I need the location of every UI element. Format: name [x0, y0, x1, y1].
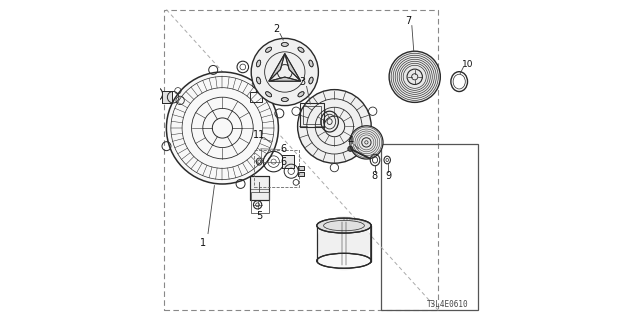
Bar: [282, 155, 294, 168]
Text: 10: 10: [462, 60, 474, 68]
Text: T3L4E0610: T3L4E0610: [427, 300, 468, 309]
Ellipse shape: [266, 92, 271, 97]
Circle shape: [389, 51, 440, 102]
Ellipse shape: [266, 47, 271, 52]
Text: 8: 8: [371, 171, 378, 181]
Bar: [300, 103, 324, 127]
Bar: [254, 150, 300, 187]
Bar: [250, 92, 262, 102]
Text: 5: 5: [256, 211, 262, 221]
Bar: [298, 166, 304, 170]
Text: 2: 2: [274, 24, 280, 34]
Bar: [251, 192, 269, 213]
Bar: [298, 166, 304, 170]
Circle shape: [166, 72, 278, 184]
Bar: [250, 176, 269, 200]
Bar: [282, 155, 294, 168]
Ellipse shape: [257, 77, 260, 84]
Circle shape: [349, 126, 383, 159]
Text: 1: 1: [200, 238, 206, 248]
Ellipse shape: [317, 253, 371, 268]
Ellipse shape: [309, 77, 313, 84]
Ellipse shape: [282, 98, 288, 101]
Text: 6: 6: [280, 156, 286, 167]
Text: 3: 3: [300, 76, 305, 87]
Polygon shape: [269, 77, 301, 81]
Text: 6: 6: [280, 144, 286, 155]
Bar: [162, 92, 172, 103]
Polygon shape: [285, 53, 301, 81]
Bar: [298, 172, 304, 176]
Ellipse shape: [298, 47, 304, 52]
Bar: [298, 172, 304, 176]
Circle shape: [317, 216, 371, 270]
Ellipse shape: [298, 92, 304, 97]
Bar: [303, 106, 321, 124]
Circle shape: [298, 90, 371, 163]
Text: 4: 4: [348, 136, 353, 146]
Ellipse shape: [317, 218, 371, 233]
Polygon shape: [269, 53, 285, 81]
Circle shape: [348, 146, 353, 151]
Text: 9: 9: [386, 171, 392, 181]
Text: 7: 7: [405, 16, 411, 26]
Ellipse shape: [309, 60, 313, 67]
Text: 11: 11: [253, 130, 266, 140]
Ellipse shape: [257, 60, 260, 67]
Ellipse shape: [282, 43, 288, 46]
Circle shape: [252, 38, 319, 106]
Bar: [250, 176, 269, 200]
Bar: [162, 92, 172, 103]
